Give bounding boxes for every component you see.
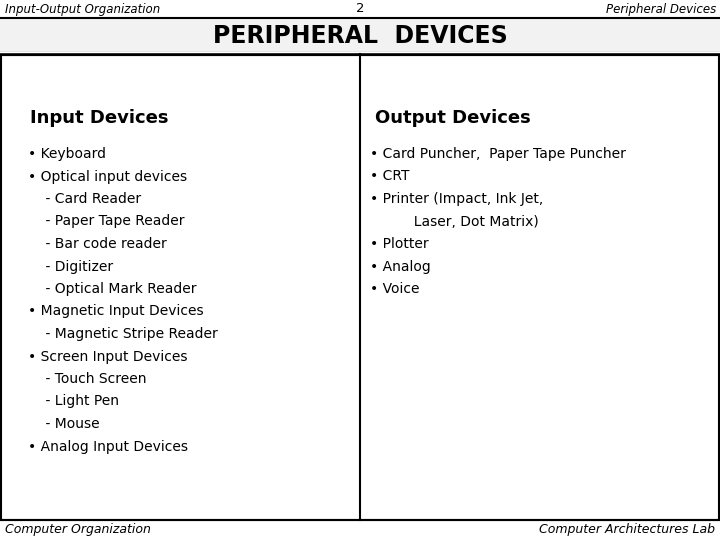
Text: • Plotter: • Plotter (370, 237, 428, 251)
Text: Input-Output Organization: Input-Output Organization (5, 3, 161, 16)
Text: PERIPHERAL  DEVICES: PERIPHERAL DEVICES (212, 24, 508, 48)
Text: • Analog Input Devices: • Analog Input Devices (28, 440, 188, 454)
Text: • Screen Input Devices: • Screen Input Devices (28, 349, 187, 363)
Text: • Card Puncher,  Paper Tape Puncher: • Card Puncher, Paper Tape Puncher (370, 147, 626, 161)
Text: Computer Organization: Computer Organization (5, 523, 151, 537)
Text: - Mouse: - Mouse (28, 417, 99, 431)
Text: • Optical input devices: • Optical input devices (28, 170, 187, 184)
Text: - Card Reader: - Card Reader (28, 192, 141, 206)
Text: • Voice: • Voice (370, 282, 420, 296)
Text: Computer Architectures Lab: Computer Architectures Lab (539, 523, 715, 537)
Text: - Magnetic Stripe Reader: - Magnetic Stripe Reader (28, 327, 217, 341)
Text: - Bar code reader: - Bar code reader (28, 237, 167, 251)
Text: - Touch Screen: - Touch Screen (28, 372, 146, 386)
Bar (0, 18, 720, 54)
Text: - Light Pen: - Light Pen (28, 395, 119, 408)
Text: - Paper Tape Reader: - Paper Tape Reader (28, 214, 184, 228)
Text: - Digitizer: - Digitizer (28, 260, 113, 273)
Text: - Optical Mark Reader: - Optical Mark Reader (28, 282, 197, 296)
Text: Input Devices: Input Devices (30, 109, 168, 127)
Text: • Analog: • Analog (370, 260, 431, 273)
Text: Peripheral Devices: Peripheral Devices (606, 3, 716, 16)
Text: 2: 2 (356, 3, 364, 16)
Text: • Keyboard: • Keyboard (28, 147, 106, 161)
Text: • CRT: • CRT (370, 170, 410, 184)
Text: Laser, Dot Matrix): Laser, Dot Matrix) (370, 214, 539, 228)
Text: Output Devices: Output Devices (375, 109, 531, 127)
Text: • Magnetic Input Devices: • Magnetic Input Devices (28, 305, 204, 319)
Bar (1, 54, 719, 520)
Text: • Printer (Impact, Ink Jet,: • Printer (Impact, Ink Jet, (370, 192, 544, 206)
